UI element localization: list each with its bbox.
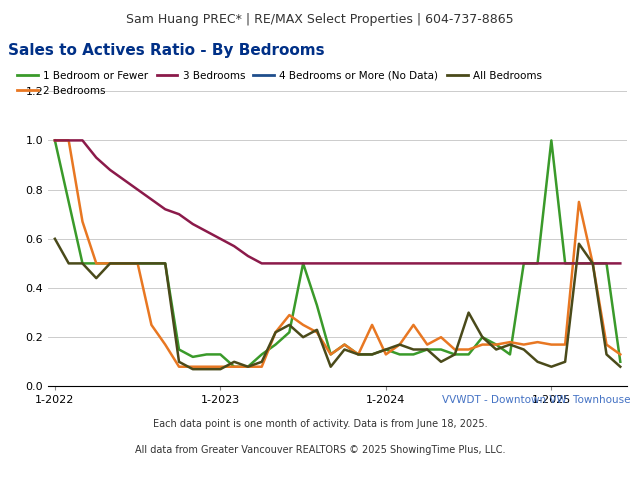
Text: Sam Huang PREC* | RE/MAX Select Properties | 604-737-8865: Sam Huang PREC* | RE/MAX Select Properti… — [126, 13, 514, 26]
Text: Each data point is one month of activity. Data is from June 18, 2025.: Each data point is one month of activity… — [153, 419, 487, 429]
Text: All data from Greater Vancouver REALTORS © 2025 ShowingTime Plus, LLC.: All data from Greater Vancouver REALTORS… — [135, 445, 505, 456]
Legend: 1 Bedroom or Fewer, 2 Bedrooms, 3 Bedrooms, 4 Bedrooms or More (No Data), All Be: 1 Bedroom or Fewer, 2 Bedrooms, 3 Bedroo… — [13, 67, 546, 100]
Text: VVWDT - Downtown VW: Townhouse: VVWDT - Downtown VW: Townhouse — [442, 395, 630, 405]
Text: Sales to Actives Ratio - By Bedrooms: Sales to Actives Ratio - By Bedrooms — [8, 43, 324, 58]
